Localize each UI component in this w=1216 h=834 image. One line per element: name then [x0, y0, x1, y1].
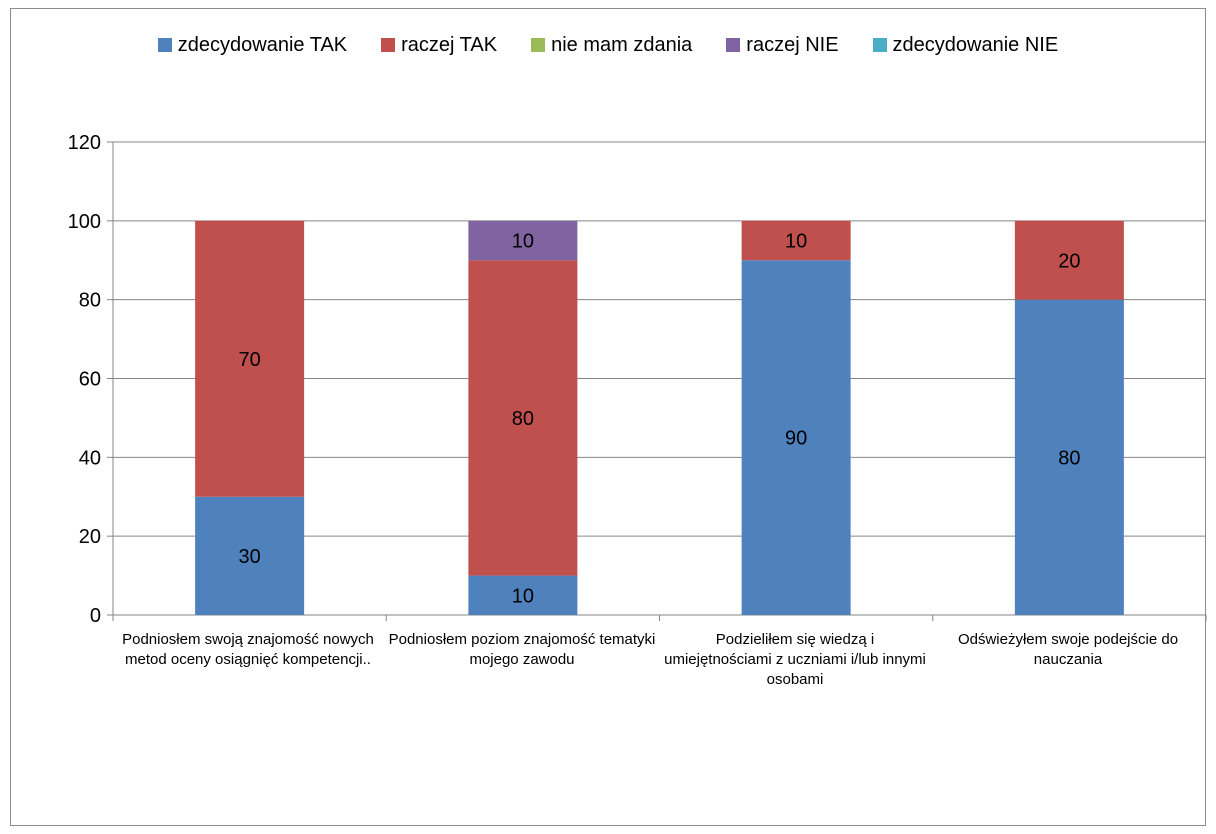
- bar-segment: [741, 220, 851, 261]
- bar-segment: [741, 260, 851, 615]
- y-tick-label: 100: [68, 211, 101, 233]
- legend-swatch: [381, 38, 396, 52]
- legend-entry-nie-mam-zdania: nie mam zdania: [531, 34, 692, 57]
- legend-entry-zdecydowanie-tak: zdecydowanie TAK: [157, 33, 348, 57]
- data-label: 10: [512, 231, 534, 253]
- legend-label: zdecydowanie NIE: [892, 33, 1059, 56]
- data-label: 20: [1058, 250, 1080, 272]
- y-tick-label: 40: [79, 447, 101, 469]
- bar-segment: [1014, 299, 1124, 615]
- legend-entry-zdecydowanie-nie: zdecydowanie NIE: [872, 33, 1059, 57]
- legend: zdecydowanie TAK raczej TAK nie mam zdan…: [0, 28, 1216, 62]
- y-tick-label: 120: [68, 132, 101, 154]
- bar-segment: [468, 260, 578, 576]
- data-label: 70: [239, 349, 261, 371]
- category-label-2: Podzieliłem się wiedzą i umiejętnościami…: [664, 631, 926, 688]
- y-tick-label: 20: [79, 526, 101, 548]
- data-label: 30: [239, 546, 261, 568]
- data-label: 80: [512, 408, 534, 430]
- legend-entry-raczej-tak: raczej TAK: [381, 34, 497, 57]
- legend-label: raczej NIE: [746, 33, 839, 56]
- bar-segment: [1014, 220, 1124, 300]
- bar-segment: [468, 220, 578, 261]
- legend-entry-raczej-nie: raczej NIE: [726, 33, 839, 57]
- bar-segment: [468, 575, 578, 615]
- bar-segment: [195, 496, 305, 615]
- legend-label: zdecydowanie TAK: [177, 33, 348, 56]
- legend-label: nie mam zdania: [551, 33, 693, 56]
- legend-swatch: [726, 38, 741, 52]
- category-label-1: Podniosłem poziom znajomość tematyki moj…: [388, 631, 656, 668]
- legend-label: raczej TAK: [401, 33, 498, 56]
- category-label-3: Odświeżyłem swoje podejście do nauczania: [957, 631, 1179, 668]
- y-tick-label: 0: [90, 605, 101, 627]
- data-label: 10: [512, 585, 534, 607]
- y-tick-label: 60: [79, 369, 101, 391]
- legend-swatch: [157, 38, 172, 52]
- y-tick-label: 80: [79, 290, 101, 312]
- legend-swatch: [872, 38, 887, 52]
- legend-swatch: [531, 38, 546, 52]
- data-label: 80: [1058, 447, 1080, 469]
- data-label: 10: [785, 231, 807, 253]
- data-label: 90: [785, 428, 807, 450]
- bar-segment: [195, 220, 305, 497]
- category-label-0: Podniosłem swoją znajomość nowych metod …: [122, 631, 374, 668]
